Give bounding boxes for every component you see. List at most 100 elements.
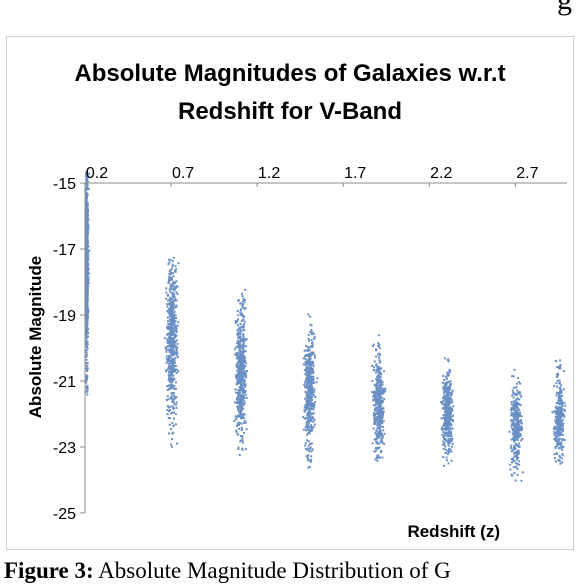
data-point [447, 408, 450, 411]
data-point [373, 383, 376, 386]
data-point [175, 423, 177, 426]
data-point [175, 348, 178, 351]
data-point [519, 393, 522, 396]
data-point [554, 360, 557, 363]
data-point [304, 358, 307, 361]
data-point [169, 313, 171, 316]
data-point [513, 437, 516, 440]
data-point [555, 391, 558, 394]
data-point [86, 245, 89, 248]
data-point [306, 378, 309, 381]
data-point [241, 413, 244, 416]
data-point [554, 425, 556, 428]
data-point [382, 389, 385, 392]
data-point [442, 427, 445, 430]
data-point [448, 391, 450, 394]
data-point [377, 370, 380, 373]
data-point [517, 412, 520, 414]
data-point [171, 369, 174, 372]
data-point [445, 432, 448, 435]
data-point [240, 385, 243, 388]
data-point [170, 317, 173, 320]
data-point [166, 338, 169, 341]
data-point [306, 456, 309, 459]
data-point [515, 436, 518, 439]
data-point [305, 394, 308, 397]
data-point [555, 453, 558, 456]
data-point [512, 448, 515, 451]
data-point [377, 368, 380, 371]
data-point [169, 368, 172, 371]
data-point [511, 461, 513, 464]
data-point [305, 345, 307, 347]
data-point [241, 400, 243, 403]
data-point [172, 347, 175, 350]
data-point [308, 349, 311, 352]
data-point [307, 385, 310, 388]
data-point [377, 334, 380, 337]
data-point [243, 301, 246, 304]
data-point [553, 433, 556, 436]
data-point [85, 277, 87, 280]
data-point [442, 386, 445, 389]
data-point [559, 364, 562, 367]
data-point [166, 305, 169, 308]
data-point [510, 447, 513, 449]
data-point [561, 408, 564, 411]
data-point [379, 383, 382, 386]
figure-caption-text: Absolute Magnitude Distribution of G [98, 558, 451, 583]
y-tick-label: -19 [53, 308, 76, 325]
data-point [307, 454, 310, 457]
data-point [512, 458, 515, 461]
data-point [512, 457, 515, 460]
data-point [311, 375, 314, 378]
data-point [307, 339, 310, 342]
data-point [172, 312, 175, 315]
data-point [243, 320, 246, 323]
data-point [239, 344, 242, 347]
data-point [447, 417, 450, 420]
data-point [379, 425, 382, 428]
data-point [517, 436, 520, 439]
data-point [512, 438, 515, 441]
data-point [509, 419, 512, 422]
data-point [166, 413, 169, 416]
data-point [381, 421, 384, 424]
data-point [304, 372, 307, 375]
data-point [307, 402, 310, 405]
data-point [306, 425, 309, 428]
data-point [308, 432, 311, 435]
data-point [242, 399, 245, 402]
data-point [312, 426, 315, 429]
data-point [176, 293, 179, 295]
data-point [563, 410, 566, 412]
data-point [174, 341, 177, 344]
data-point [169, 333, 171, 336]
data-point [173, 351, 176, 354]
data-point [170, 386, 173, 389]
data-point [308, 415, 311, 418]
data-point [558, 391, 561, 394]
data-point [557, 413, 560, 416]
data-point [172, 308, 175, 311]
data-point [559, 416, 562, 419]
data-point [448, 368, 451, 371]
data-point [86, 301, 89, 304]
data-point [512, 412, 515, 415]
data-point [168, 354, 171, 357]
data-point [382, 387, 384, 390]
data-point [237, 324, 239, 327]
data-point [512, 375, 515, 378]
x-tick-label: 2.2 [430, 165, 452, 182]
data-point [169, 397, 172, 400]
data-point [379, 456, 381, 459]
data-point [450, 435, 453, 438]
data-point [236, 333, 239, 336]
data-point [166, 357, 169, 360]
data-point [441, 402, 444, 405]
data-point [243, 298, 246, 301]
data-point [447, 404, 449, 407]
data-point [177, 262, 180, 265]
data-point [558, 379, 561, 382]
data-point [166, 303, 169, 306]
